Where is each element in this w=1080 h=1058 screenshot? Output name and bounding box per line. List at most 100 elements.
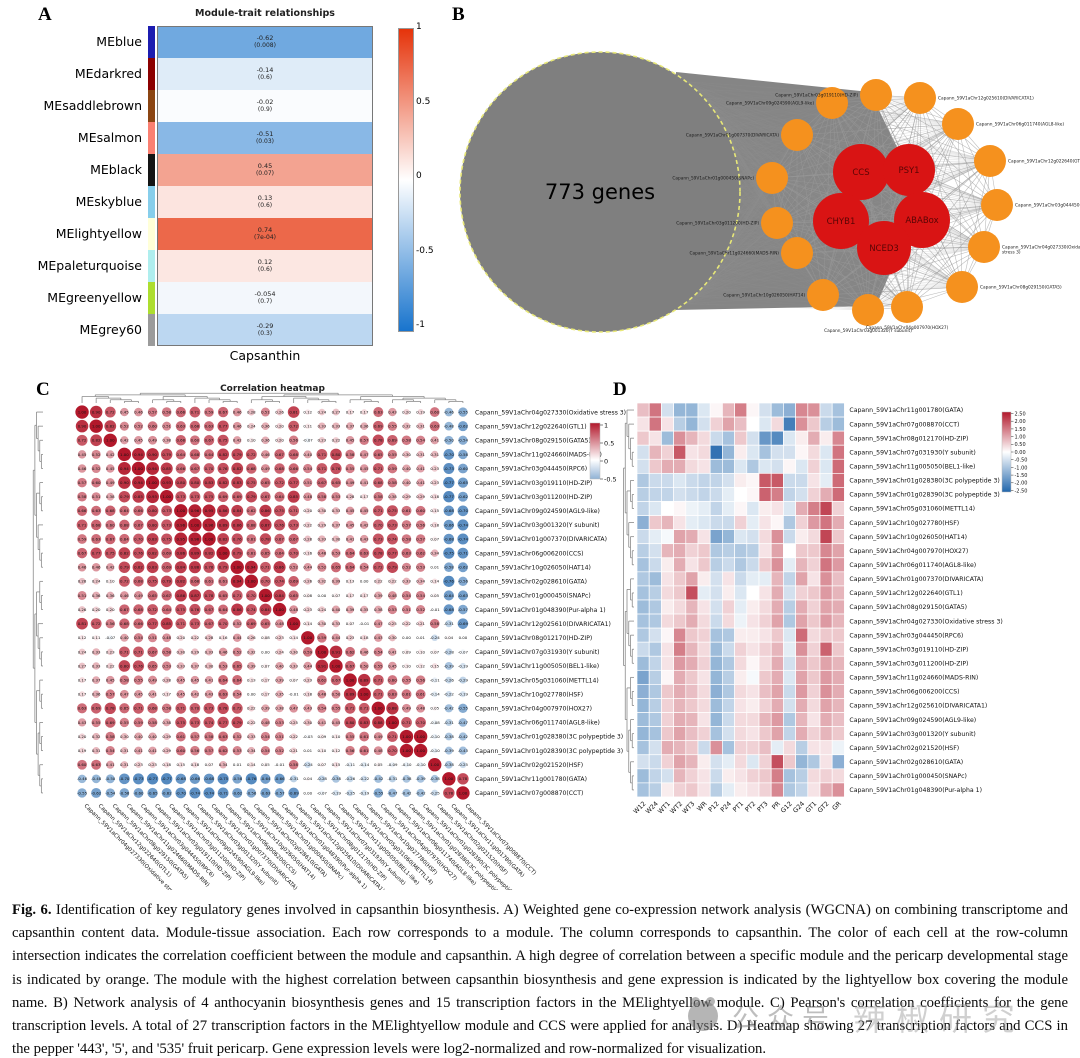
expression-cell [673,613,687,629]
correlation-cell-value: 0.31 [416,424,425,429]
correlation-cell-value: 0.14 [303,621,312,626]
correlation-cell [92,662,100,670]
correlation-cell-value: 0.70 [247,593,256,598]
expression-cell [734,444,748,460]
correlation-cell [290,719,297,726]
expression-cell [697,613,711,629]
module-name: MEgreenyellow [47,290,142,305]
expression-cell [673,402,687,418]
correlation-cell [344,702,356,714]
expression-cell [697,571,711,587]
expression-cell [722,458,735,474]
correlation-cell-value: 0.15 [176,762,185,767]
correlation-cell-value: 0.07 [430,649,439,654]
correlation-cell-value: 0.25 [289,720,298,725]
sample-column-label: PT3 [756,800,770,814]
correlation-cell-value: 0.49 [261,466,270,471]
correlation-cell-value: 0.38 [275,706,284,711]
edge-line [717,267,824,296]
correlation-cell-value: -0.38 [444,734,455,739]
correlation-cell [246,618,257,629]
correlation-cell-value: 0.71 [120,649,129,654]
correlation-cell [120,633,129,642]
correlation-cell-value: -0.66 [275,776,286,781]
gene-row-label: Capann_59V1aChr11g005050(BEL1-like) [475,663,599,670]
correlation-cell [134,746,143,755]
correlation-cell-value: 0.00 [247,692,256,697]
correlation-cell-value: 0.56 [106,621,115,626]
correlation-cell-value: 0.43 [360,536,369,541]
correlation-cell [92,578,100,585]
correlation-cell-value: 0.18 [430,522,439,527]
correlation-cell-value: -0.62 [458,424,469,429]
correlation-cell [216,518,230,532]
correlation-cell [332,408,340,416]
correlation-cell-value: 0.71 [374,692,383,697]
edge-line [710,94,877,279]
correlation-cell [92,648,100,656]
expression-cell [709,698,723,713]
expression-cell [722,684,735,699]
correlation-cell-value: 0.68 [289,452,298,457]
correlation-cell [373,661,383,671]
correlation-cell-value: 1.00 [360,692,369,697]
expression-cell [734,768,748,784]
correlation-cell-value: -0.57 [275,790,286,795]
correlation-cell [432,564,437,570]
expression-cell [807,402,821,418]
expression-cell [636,599,650,615]
correlation-cell [106,591,115,600]
correlation-cell-value: 0.45 [346,522,355,527]
expression-cell [807,543,821,559]
correlation-cell [174,504,188,518]
expression-cell [795,740,809,756]
correlation-cell-value: 0.46 [219,649,228,654]
correlation-cell [373,407,384,418]
sample-column-label: GT1 [804,800,819,815]
correlation-cell-value: -0.38 [401,776,412,781]
correlation-cell [217,618,229,630]
edge-line [776,160,991,224]
correlation-cell-value: 0.84 [261,607,270,612]
correlation-cell [191,662,199,670]
module-correlation-cell: -0.29 (0.3) [157,314,373,346]
correlation-cell-value: 0.71 [374,466,383,471]
sample-column-label: P12 [707,800,721,814]
edge-line [961,160,991,288]
correlation-cell-value: 0.61 [402,692,411,697]
correlation-cell [175,618,187,630]
expression-cell [783,585,796,601]
expression-cell [722,754,735,770]
correlation-cell-value: 0.47 [120,692,129,697]
correlation-cell [444,704,453,713]
correlation-cell [443,575,455,587]
correlation-cell [329,645,343,659]
correlation-cell-value: 0.75 [205,494,214,499]
colorbar-tick-label: 2.50 [1015,411,1026,417]
correlation-cell [401,590,412,601]
correlation-cell [387,449,398,460]
expression-cell [685,740,699,756]
correlation-cell [274,477,285,489]
expression-cell [722,472,735,488]
correlation-cell [403,620,410,627]
correlation-cell-value: 0.00 [261,649,270,654]
correlation-cell [402,577,411,586]
correlation-cell-value: 0.75 [176,607,185,612]
correlation-cell-value: 0.55 [92,720,101,725]
correlation-cell-value: 0.77 [289,480,298,485]
correlation-cell [133,646,144,658]
correlation-cell-value: 0.62 [346,649,355,654]
correlation-cell [317,548,327,558]
module-correlation-cell: -0.62 (0.008) [157,26,373,58]
correlation-cell [245,448,257,460]
correlation-cell-value: 0.63 [388,692,397,697]
correlation-cell [372,547,385,559]
correlation-cell [204,745,214,756]
correlation-cell [79,691,86,698]
edge-line [796,97,921,136]
correlation-cell-value: -0.58 [119,790,130,795]
correlation-cell [203,604,215,615]
correlation-cell [331,689,341,699]
correlation-cell-value: 0.90 [120,480,129,485]
